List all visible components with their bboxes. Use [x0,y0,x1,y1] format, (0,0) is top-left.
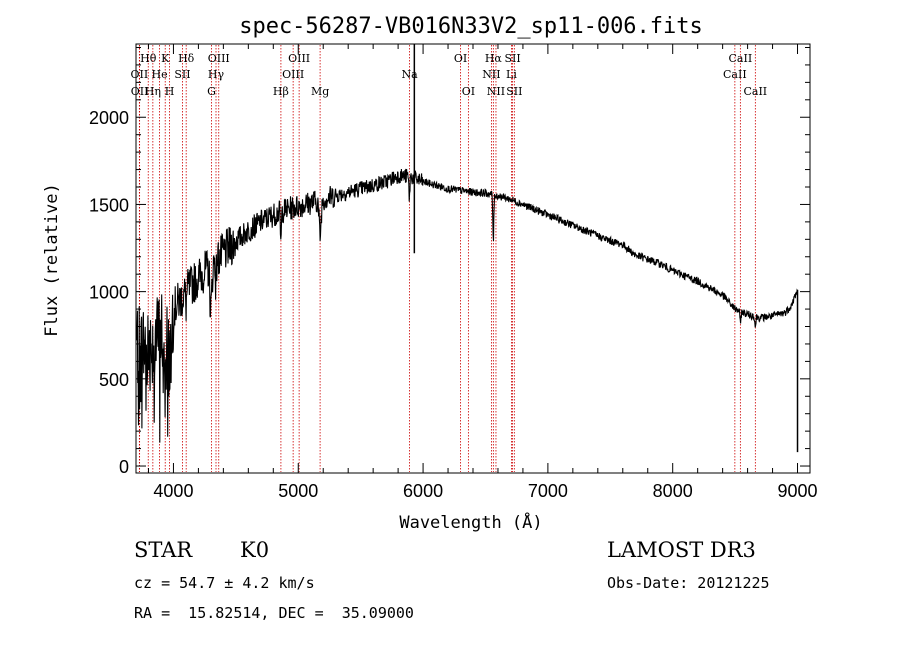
line-label: Na [402,68,419,81]
line-label: Hγ [208,68,225,81]
line-label: Mg [311,85,329,98]
line-label: Hβ [273,85,289,98]
x-tick-label: 7000 [528,481,568,501]
y-axis-label: Flux (relative) [42,183,62,337]
obs-date-text: Obs-Date: 20121225 [607,574,770,592]
plot-frame [135,43,811,474]
line-label: SII [506,85,522,98]
chart-title: spec-56287-VB016N33V2_sp11-006.fits [239,14,703,39]
spectrum-line [135,168,798,443]
line-label: Hθ [140,52,157,65]
line-label: CaII [723,68,747,81]
x-tick-label: 9000 [777,481,817,501]
y-tick-label: 1000 [89,283,129,303]
x-tick-label: 4000 [153,481,193,501]
line-label: NII [482,68,500,81]
line-label: G [207,85,216,98]
x-tick-label: 5000 [278,481,318,501]
y-tick-label: 1500 [89,195,129,215]
line-label: SII [174,68,190,81]
line-label: Li [506,68,517,81]
x-tick-label: 8000 [653,481,693,501]
line-label: He [152,68,168,81]
line-label: H [165,85,175,98]
line-label: Hα [485,52,503,65]
survey-label: LAMOST DR3 [607,538,756,562]
line-label: OIII [282,68,304,81]
y-tick-label: 2000 [89,108,129,128]
y-tick-label: 500 [99,370,129,390]
line-label: Hη [145,85,161,98]
redshift-text: cz = 54.7 ± 4.2 km/s [134,574,315,592]
line-label: NII [487,85,505,98]
object-class: STAR [134,538,193,562]
line-label: K [161,52,170,65]
line-label: CaII [729,52,753,65]
line-label: OI [462,85,475,98]
line-label: CaII [743,85,767,98]
object-subclass: K0 [240,538,270,562]
line-label: OIII [288,52,310,65]
y-tick-label: 0 [119,457,129,477]
line-label: Hδ [178,52,195,65]
x-tick-label: 6000 [403,481,443,501]
line-label: OI [454,52,467,65]
axis-ticks [136,44,810,473]
line-label: OII [131,85,149,98]
x-axis-label: Wavelength (Å) [399,511,542,533]
spectrum-spikes [413,44,799,453]
line-label: OII [131,68,149,81]
line-label: OIII [208,52,230,65]
coords-text: RA = 15.82514, DEC = 35.09000 [134,604,414,622]
axis-tick-labels: 4000 5000 6000 7000 8000 9000 0 500 1000 1500 2000 [89,108,818,501]
line-label: SII [504,52,520,65]
